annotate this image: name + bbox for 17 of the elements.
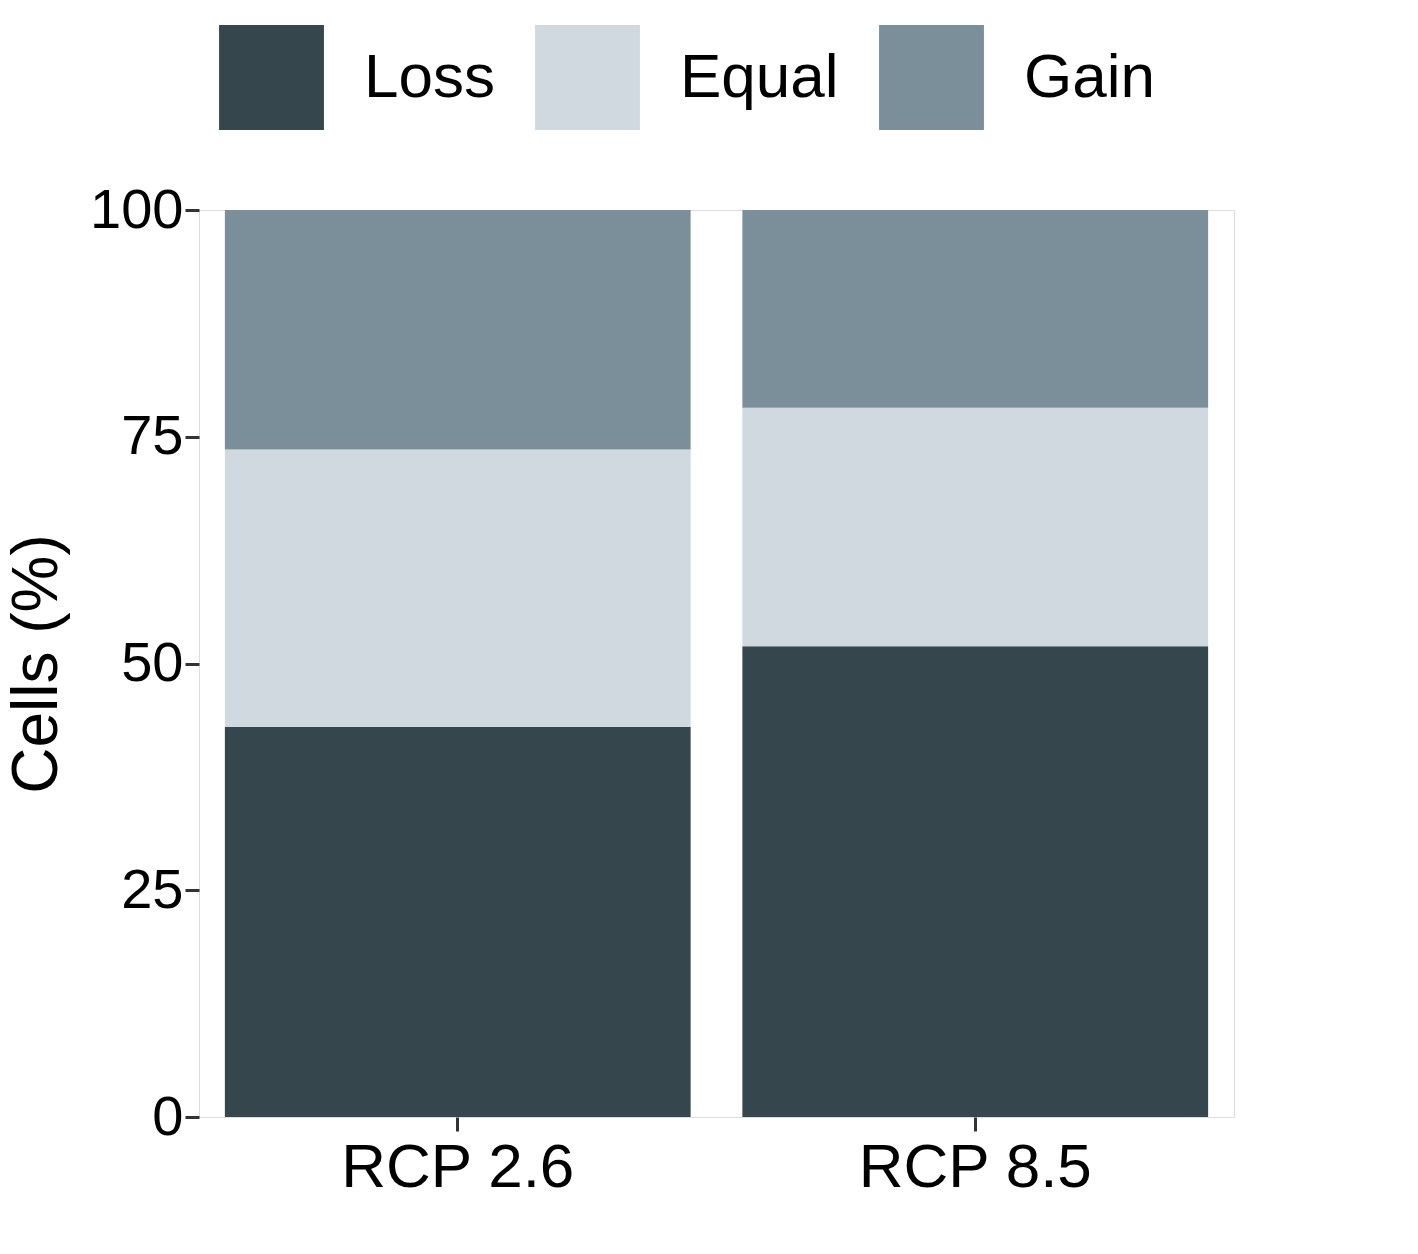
bar [224, 449, 691, 727]
y-tick-label: 50 [121, 630, 184, 693]
bar [224, 210, 691, 450]
legend-label: Equal [680, 40, 839, 110]
bar [742, 210, 1209, 408]
legend-label: Loss [364, 40, 495, 110]
bar [742, 646, 1209, 1117]
bar [224, 726, 691, 1117]
y-tick-label: 75 [121, 403, 184, 467]
y-tick-label: 0 [152, 1083, 184, 1147]
legend-label: Gain [1024, 40, 1155, 110]
y-tick-label: 100 [90, 176, 184, 240]
x-tick-label: RCP 8.5 [858, 1130, 1092, 1200]
y-tick-label: 25 [121, 856, 184, 920]
y-axis-title: Cells (%) [0, 534, 72, 794]
x-tick-label: RCP 2.6 [341, 1130, 575, 1200]
bar [742, 407, 1209, 647]
